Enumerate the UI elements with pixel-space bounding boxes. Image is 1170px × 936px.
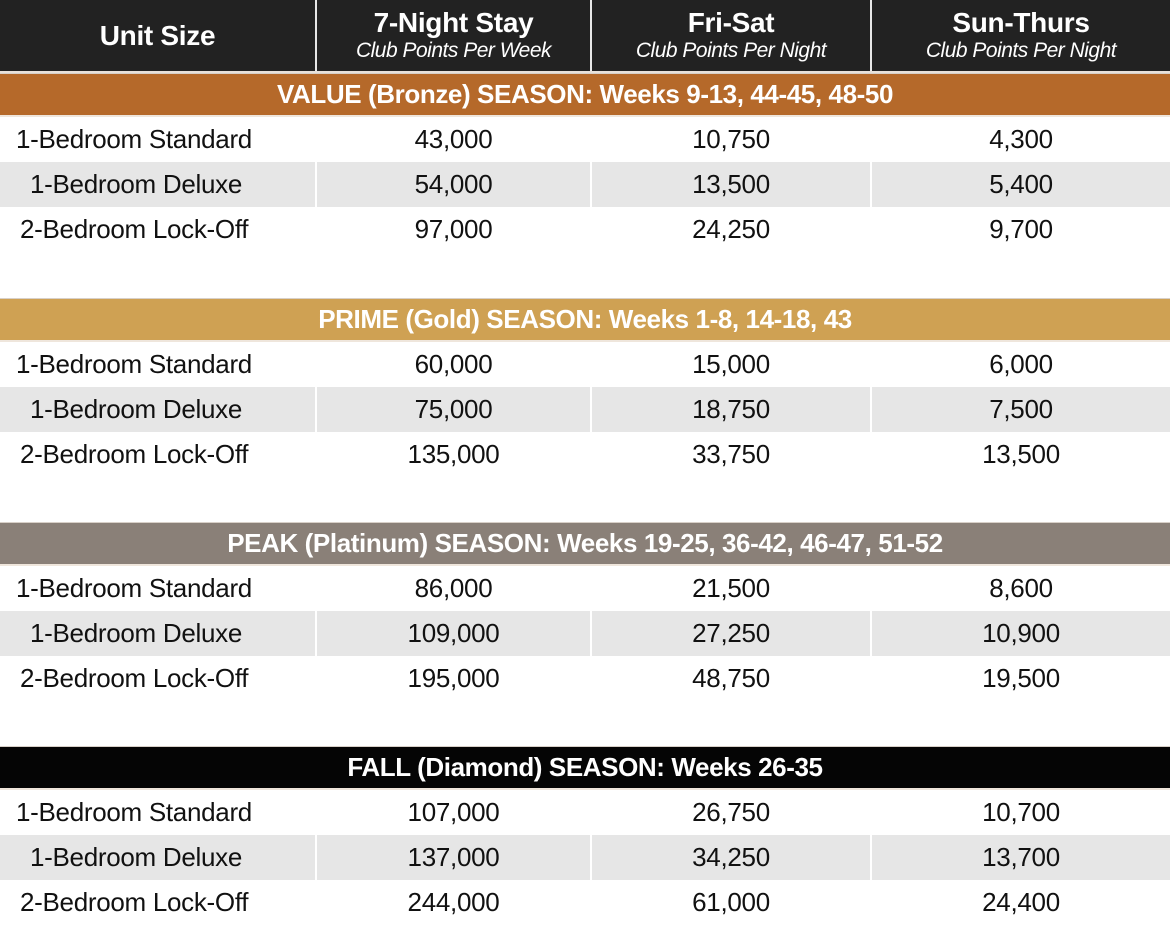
table-row: 1-Bedroom Standard 107,000 26,750 10,700 [0, 790, 1170, 835]
week-points-cell: 97,000 [315, 207, 590, 252]
header-subtitle: Club Points Per Week [355, 38, 552, 62]
header-unit-size: Unit Size [0, 0, 315, 71]
table-row: 1-Bedroom Standard 43,000 10,750 4,300 [0, 117, 1170, 162]
table-row: 1-Bedroom Standard 60,000 15,000 6,000 [0, 342, 1170, 387]
header-subtitle: Club Points Per Night [635, 38, 827, 62]
unit-size-cell: 1-Bedroom Deluxe [0, 387, 315, 432]
week-points-cell: 109,000 [315, 611, 590, 656]
fri-sat-points-cell: 27,250 [590, 611, 870, 656]
table-row: 2-Bedroom Lock-Off 135,000 33,750 13,500 [0, 432, 1170, 477]
week-points-cell: 86,000 [315, 566, 590, 611]
unit-size-cell: 1-Bedroom Standard [16, 573, 252, 603]
week-points-cell: 137,000 [315, 835, 590, 880]
unit-size-cell: 2-Bedroom Lock-Off [20, 887, 249, 917]
fri-sat-points-cell: 21,500 [590, 566, 870, 611]
sun-thurs-points-cell: 6,000 [870, 342, 1170, 387]
fri-sat-points-cell: 34,250 [590, 835, 870, 880]
fri-sat-points-cell: 48,750 [590, 656, 870, 701]
header-title: Unit Size [99, 19, 216, 51]
unit-size-cell: 2-Bedroom Lock-Off [20, 663, 249, 693]
fri-sat-points-cell: 24,250 [590, 207, 870, 252]
unit-size-cell: 1-Bedroom Standard [16, 124, 252, 154]
sun-thurs-points-cell: 19,500 [870, 656, 1170, 701]
header-7-night-stay: 7-Night Stay Club Points Per Week [315, 0, 590, 71]
week-points-cell: 43,000 [315, 117, 590, 162]
header-subtitle: Club Points Per Night [925, 38, 1117, 62]
table-row: 1-Bedroom Deluxe 137,000 34,250 13,700 [0, 835, 1170, 880]
section-spacer [0, 252, 1170, 298]
sun-thurs-points-cell: 10,900 [870, 611, 1170, 656]
week-points-cell: 107,000 [315, 790, 590, 835]
week-points-cell: 195,000 [315, 656, 590, 701]
fri-sat-points-cell: 10,750 [590, 117, 870, 162]
fri-sat-points-cell: 26,750 [590, 790, 870, 835]
unit-size-cell: 2-Bedroom Lock-Off [20, 214, 249, 244]
sun-thurs-points-cell: 8,600 [870, 566, 1170, 611]
table-row: 1-Bedroom Deluxe 54,000 13,500 5,400 [0, 162, 1170, 207]
season-banner-value: VALUE (Bronze) SEASON: Weeks 9-13, 44-45… [0, 73, 1170, 117]
sun-thurs-points-cell: 7,500 [870, 387, 1170, 432]
table-row: 2-Bedroom Lock-Off 97,000 24,250 9,700 [0, 207, 1170, 252]
unit-size-cell: 1-Bedroom Deluxe [0, 162, 315, 207]
section-spacer [0, 701, 1170, 746]
section-spacer [0, 477, 1170, 522]
table-row: 1-Bedroom Deluxe 109,000 27,250 10,900 [0, 611, 1170, 656]
table-row: 1-Bedroom Standard 86,000 21,500 8,600 [0, 566, 1170, 611]
header-title: Fri-Sat [687, 6, 775, 38]
sun-thurs-points-cell: 13,700 [870, 835, 1170, 880]
table-row: 2-Bedroom Lock-Off 244,000 61,000 24,400 [0, 880, 1170, 925]
fri-sat-points-cell: 33,750 [590, 432, 870, 477]
season-banner-fall: FALL (Diamond) SEASON: Weeks 26-35 [0, 746, 1170, 790]
fri-sat-points-cell: 15,000 [590, 342, 870, 387]
header-sun-thurs: Sun-Thurs Club Points Per Night [870, 0, 1170, 71]
table-header: Unit Size 7-Night Stay Club Points Per W… [0, 0, 1170, 73]
unit-size-cell: 1-Bedroom Deluxe [0, 835, 315, 880]
sun-thurs-points-cell: 4,300 [870, 117, 1170, 162]
season-banner-peak: PEAK (Platinum) SEASON: Weeks 19-25, 36-… [0, 522, 1170, 566]
header-title: 7-Night Stay [373, 6, 534, 38]
sun-thurs-points-cell: 24,400 [870, 880, 1170, 925]
fri-sat-points-cell: 13,500 [590, 162, 870, 207]
sun-thurs-points-cell: 5,400 [870, 162, 1170, 207]
season-banner-prime: PRIME (Gold) SEASON: Weeks 1-8, 14-18, 4… [0, 298, 1170, 342]
header-fri-sat: Fri-Sat Club Points Per Night [590, 0, 870, 71]
sun-thurs-points-cell: 9,700 [870, 207, 1170, 252]
sun-thurs-points-cell: 10,700 [870, 790, 1170, 835]
week-points-cell: 135,000 [315, 432, 590, 477]
week-points-cell: 60,000 [315, 342, 590, 387]
unit-size-cell: 1-Bedroom Standard [16, 797, 252, 827]
header-title: Sun-Thurs [952, 6, 1090, 38]
week-points-cell: 244,000 [315, 880, 590, 925]
table-row: 2-Bedroom Lock-Off 195,000 48,750 19,500 [0, 656, 1170, 701]
sun-thurs-points-cell: 13,500 [870, 432, 1170, 477]
table-row: 1-Bedroom Deluxe 75,000 18,750 7,500 [0, 387, 1170, 432]
unit-size-cell: 1-Bedroom Standard [16, 349, 252, 379]
week-points-cell: 54,000 [315, 162, 590, 207]
fri-sat-points-cell: 18,750 [590, 387, 870, 432]
week-points-cell: 75,000 [315, 387, 590, 432]
unit-size-cell: 1-Bedroom Deluxe [0, 611, 315, 656]
fri-sat-points-cell: 61,000 [590, 880, 870, 925]
unit-size-cell: 2-Bedroom Lock-Off [20, 439, 249, 469]
